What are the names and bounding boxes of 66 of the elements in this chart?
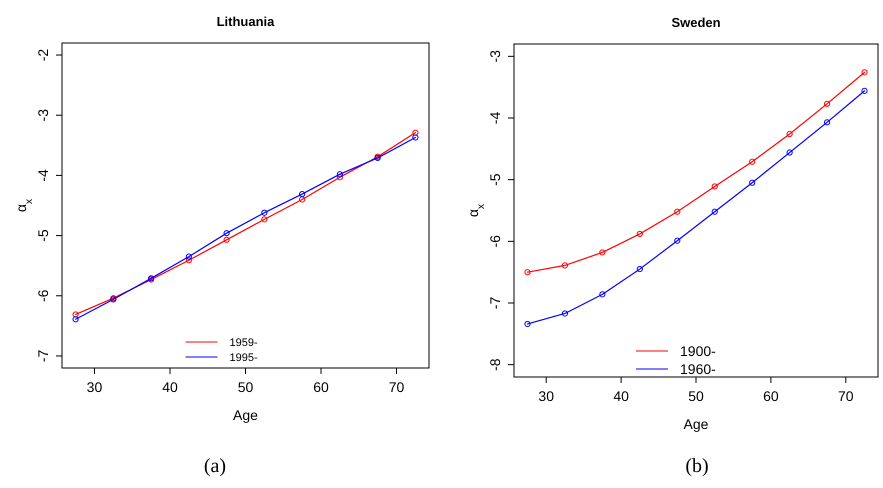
x-axis-title: Age [684, 416, 709, 432]
point [674, 208, 680, 215]
point [599, 291, 606, 298]
chart-title: Lithuania [216, 14, 276, 29]
y-tick-label: -3 [487, 50, 503, 63]
y-tick-label: -8 [487, 358, 503, 371]
x-tick-label: 70 [838, 388, 854, 404]
y-tick-label: -5 [487, 173, 503, 186]
point [261, 216, 268, 222]
text: (b) [685, 455, 709, 477]
point [786, 149, 793, 156]
y-tick-label: -6 [35, 289, 51, 302]
point [186, 254, 192, 260]
point [299, 196, 306, 203]
point [72, 316, 79, 322]
point [562, 310, 568, 317]
x-tick-label: 50 [238, 379, 254, 395]
point [412, 134, 419, 141]
point [562, 262, 568, 268]
point [824, 100, 830, 107]
point [336, 174, 343, 180]
point [336, 171, 343, 178]
y-tick-label: -5 [35, 229, 51, 242]
chart-title: Sweden [671, 15, 721, 30]
x-tick-label: 70 [388, 379, 405, 395]
point [224, 230, 230, 236]
point [786, 130, 793, 138]
point [524, 269, 531, 276]
point [72, 311, 79, 318]
point [224, 236, 230, 243]
y-tick-label: -4 [35, 168, 51, 182]
point [824, 119, 830, 126]
point [712, 208, 718, 215]
point [636, 230, 643, 238]
point [674, 238, 680, 244]
point [524, 320, 531, 328]
y-tick-label: -2 [35, 48, 51, 62]
x-tick-label: 60 [763, 388, 779, 404]
point [261, 210, 268, 216]
text: (a) [204, 455, 226, 477]
point [412, 130, 419, 136]
point [299, 190, 306, 198]
legend-label: 1959- [230, 336, 258, 349]
point [861, 88, 868, 94]
point [749, 158, 756, 165]
y-tick-label: -7 [487, 296, 503, 310]
x-axis-title: Age [233, 407, 258, 423]
x-tick-label: 60 [313, 379, 330, 395]
y-tick-label: -6 [487, 234, 503, 248]
legend-label: 1995- [230, 352, 258, 364]
x-tick-label: 40 [613, 388, 630, 404]
legend-label: 1900- [680, 342, 716, 359]
point [712, 183, 718, 190]
x-tick-label: 30 [86, 379, 102, 395]
x-tick-label: 40 [162, 379, 178, 395]
point [636, 266, 643, 272]
point [599, 249, 606, 256]
y-tick-label: -3 [35, 108, 51, 122]
point [749, 180, 756, 186]
y-tick-label: -7 [35, 350, 51, 362]
x-tick-label: 50 [688, 388, 704, 404]
point [861, 69, 868, 76]
x-tick-label: 30 [538, 388, 554, 404]
point [186, 257, 192, 264]
y-tick-label: -4 [487, 112, 503, 124]
legend-label: 1960- [680, 360, 716, 377]
